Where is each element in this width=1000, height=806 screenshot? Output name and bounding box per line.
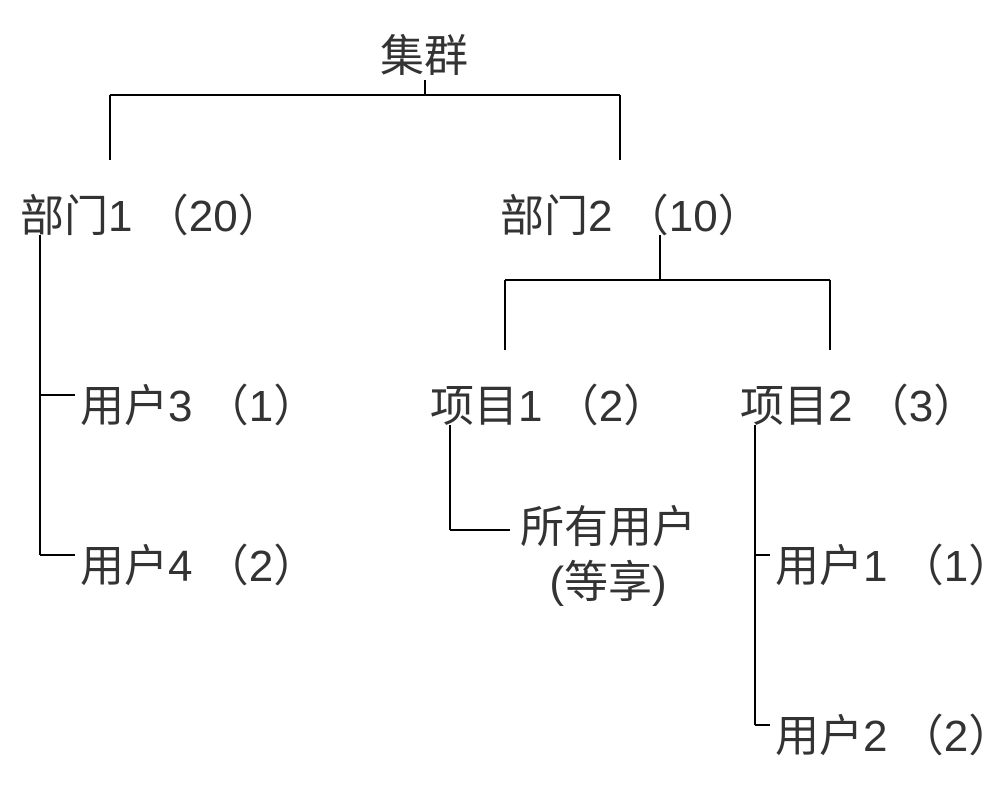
node-all-users-line2: (等享) xyxy=(549,558,666,607)
node-user3-value: （1） xyxy=(205,382,317,431)
node-all-users: 所有用户 (等享) xyxy=(520,500,696,610)
node-user3: 用户3 （1） xyxy=(80,370,317,434)
node-all-users-line1: 所有用户 xyxy=(520,503,696,552)
node-proj2-label: 项目2 xyxy=(740,382,852,431)
node-proj1-value: （2） xyxy=(555,382,667,431)
node-user1-label: 用户1 xyxy=(775,542,887,591)
node-dept2: 部门2 （10） xyxy=(500,180,762,244)
node-dept1-value: （20） xyxy=(145,192,282,241)
node-dept2-value: （10） xyxy=(625,192,762,241)
node-proj1: 项目1 （2） xyxy=(430,370,667,434)
node-proj2-value: （3） xyxy=(865,382,977,431)
node-proj2: 项目2 （3） xyxy=(740,370,977,434)
node-user1-value: （1） xyxy=(900,542,1000,591)
node-dept1-label: 部门1 xyxy=(20,192,132,241)
node-proj1-label: 项目1 xyxy=(430,382,542,431)
node-user2-label: 用户2 xyxy=(775,712,887,761)
node-root: 集群 xyxy=(380,20,468,84)
node-user4: 用户4 （2） xyxy=(80,530,317,594)
node-root-label: 集群 xyxy=(380,32,468,81)
node-user3-label: 用户3 xyxy=(80,382,192,431)
node-user4-label: 用户4 xyxy=(80,542,192,591)
node-user2: 用户2 （2） xyxy=(775,700,1000,764)
node-dept1: 部门1 （20） xyxy=(20,180,282,244)
node-user1: 用户1 （1） xyxy=(775,530,1000,594)
node-dept2-label: 部门2 xyxy=(500,192,612,241)
node-user2-value: （2） xyxy=(900,712,1000,761)
node-user4-value: （2） xyxy=(205,542,317,591)
